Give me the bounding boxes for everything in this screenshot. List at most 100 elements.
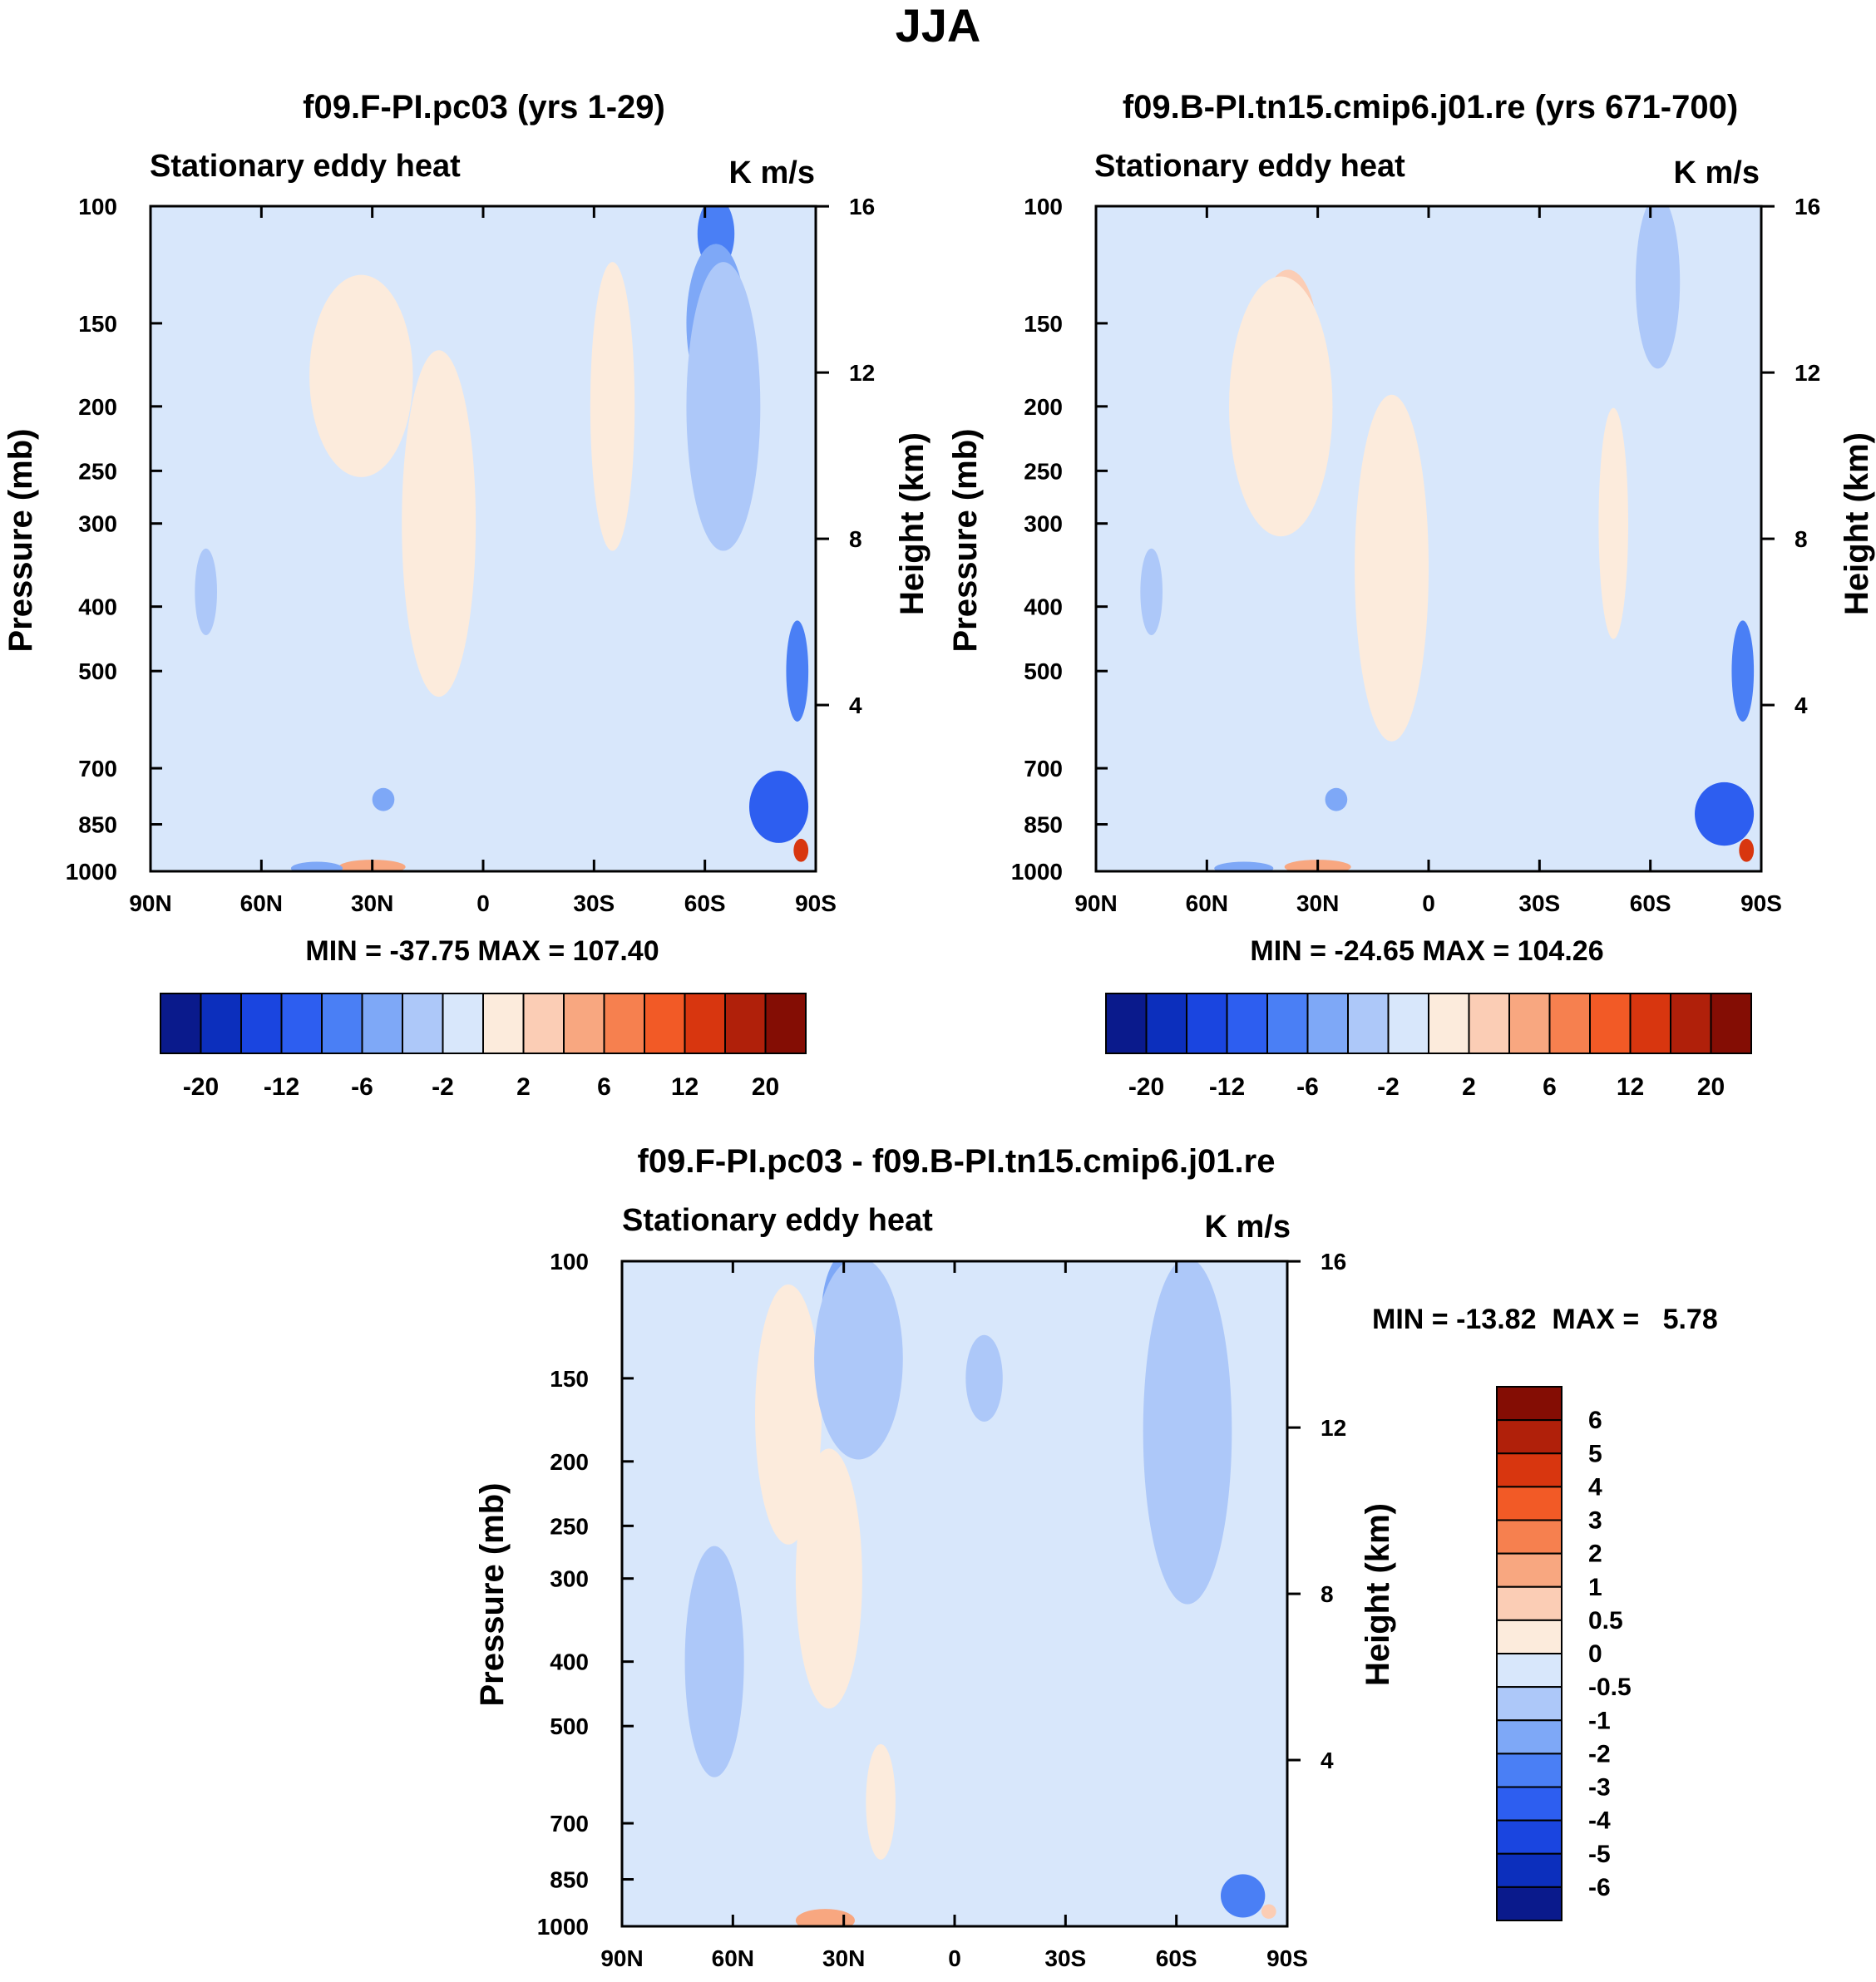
colorbar-swatch xyxy=(1548,993,1591,1054)
colorbar-label: 12 xyxy=(1617,1073,1644,1101)
colorbar-swatch xyxy=(1428,993,1470,1054)
colorbar-swatch xyxy=(1226,993,1268,1054)
contour-region xyxy=(1695,781,1755,846)
y-tick-label: 200 xyxy=(78,394,117,420)
contour-region xyxy=(965,1334,1003,1422)
y-tick-label: 700 xyxy=(550,1811,589,1837)
colorbar-swatch xyxy=(1496,1452,1563,1488)
contour-region xyxy=(590,262,635,551)
colorbar-swatch xyxy=(1508,993,1551,1054)
y-tick-label: 500 xyxy=(78,658,117,684)
contour-region xyxy=(1140,548,1163,635)
colorbar-swatch xyxy=(280,993,323,1054)
x-tick-label: 30S xyxy=(573,890,615,916)
y2-tick-label: 16 xyxy=(1321,1249,1346,1274)
colorbar-swatch xyxy=(1496,1852,1563,1888)
colorbar-swatch xyxy=(1629,993,1671,1054)
colorbar-swatch xyxy=(200,993,242,1054)
x-tick-label: 0 xyxy=(476,890,490,916)
colorbar-label: -2 xyxy=(1377,1073,1400,1101)
colorbar-swatch xyxy=(1496,1786,1563,1822)
contour-region xyxy=(1635,206,1681,369)
contour-plot: 90N 60N 30N 0 30S 60S 90S 100 150 200 250 300 400 500… xyxy=(1011,194,1820,916)
y-tick-label: 850 xyxy=(1024,812,1063,838)
colorbar-label: 0.5 xyxy=(1588,1607,1623,1634)
contour-region xyxy=(1598,407,1628,639)
contour-region xyxy=(309,274,413,477)
y2-tick-label: 4 xyxy=(1321,1748,1334,1773)
contour-region xyxy=(1325,787,1348,811)
colorbar-label: 6 xyxy=(1588,1407,1602,1434)
colorbar-label: -6 xyxy=(1588,1874,1611,1901)
colorbar-swatch xyxy=(482,993,525,1054)
y-tick-label: 850 xyxy=(78,812,117,838)
colorbar-swatch xyxy=(1387,993,1429,1054)
colorbar-swatch xyxy=(1186,993,1228,1054)
y-tick-label: 850 xyxy=(550,1867,589,1893)
y2-axis-label: Height (km) xyxy=(1839,432,1875,615)
units-string: K m/s xyxy=(1205,1210,1291,1245)
colorbar-label: 3 xyxy=(1588,1507,1602,1535)
y-tick-label: 700 xyxy=(78,756,117,781)
y-tick-label: 1000 xyxy=(66,859,117,885)
left-string: Stationary eddy heat xyxy=(150,149,461,184)
y-tick-label: 1000 xyxy=(537,1914,589,1940)
x-tick-label: 90S xyxy=(1740,890,1782,916)
colorbar-swatch xyxy=(1496,1753,1563,1788)
x-tick-label: 60S xyxy=(684,890,726,916)
x-tick-label: 60N xyxy=(712,1945,754,1971)
colorbar-swatch xyxy=(1710,993,1752,1054)
colorbar-label: 20 xyxy=(752,1073,779,1101)
colorbar-swatch xyxy=(1145,993,1187,1054)
colorbar-swatch xyxy=(1496,1619,1563,1654)
x-tick-label: 30N xyxy=(822,1945,865,1971)
colorbar-label: -6 xyxy=(351,1073,373,1101)
y2-tick-label: 8 xyxy=(1321,1581,1334,1607)
x-tick-label: 60N xyxy=(240,890,283,916)
contour-region xyxy=(1214,861,1274,871)
y-tick-label: 200 xyxy=(550,1449,589,1475)
colorbar-label: 4 xyxy=(1588,1473,1602,1501)
y2-tick-label: 4 xyxy=(849,693,862,718)
x-tick-label: 90S xyxy=(1266,1945,1308,1971)
contour-region xyxy=(1143,1261,1232,1605)
y2-tick-label: 8 xyxy=(849,526,862,552)
contour-region xyxy=(372,787,395,811)
x-tick-label: 90S xyxy=(795,890,837,916)
x-tick-label: 90N xyxy=(1074,890,1117,916)
y-tick-label: 150 xyxy=(78,311,117,337)
x-tick-label: 30N xyxy=(1296,890,1339,916)
x-tick-label: 30S xyxy=(1044,1945,1086,1971)
y2-tick-label: 16 xyxy=(1795,194,1820,219)
colorbar-swatch xyxy=(1468,993,1510,1054)
x-tick-label: 0 xyxy=(948,1945,961,1971)
x-tick-label: 0 xyxy=(1422,890,1435,916)
colorbar-swatch xyxy=(1496,1386,1563,1422)
colorbar-label: 6 xyxy=(1543,1073,1557,1101)
colorbar-swatch xyxy=(1496,1686,1563,1722)
figure-title: JJA xyxy=(896,0,981,52)
y2-axis-label: Height (km) xyxy=(1360,1503,1396,1686)
colorbar-label: -12 xyxy=(264,1073,299,1101)
colorbar-swatch xyxy=(1496,1819,1563,1855)
colorbar-label: -6 xyxy=(1296,1073,1319,1101)
colorbar-label: 1 xyxy=(1588,1574,1602,1601)
y-axis-label: Pressure (mb) xyxy=(2,429,39,653)
colorbar-swatch xyxy=(1589,993,1632,1054)
colorbar-swatch xyxy=(684,993,726,1054)
y-tick-label: 700 xyxy=(1024,756,1063,781)
colorbar-label: 20 xyxy=(1697,1073,1725,1101)
colorbar: 6 5 4 3 2 1 0.5 0 -0.5 -1 -2 -3 -4 -5 -6 xyxy=(1496,1386,1632,1921)
contour-plot: 90N 60N 30N 0 30S 60S 90S 100 150 200 250 300 400 500… xyxy=(66,194,875,916)
colorbar-swatch xyxy=(1496,1719,1563,1755)
y-axis-label: Pressure (mb) xyxy=(947,429,984,653)
y-tick-label: 100 xyxy=(78,194,117,219)
contour-region xyxy=(290,861,343,871)
colorbar-label: -3 xyxy=(1588,1774,1611,1802)
colorbar-label: -20 xyxy=(1128,1073,1164,1101)
colorbar: -20 -12 -6 -2 2 6 12 20 xyxy=(1105,993,1752,1101)
y-tick-label: 300 xyxy=(78,511,117,537)
colorbar-label: 12 xyxy=(671,1073,699,1101)
x-tick-label: 60S xyxy=(1630,890,1671,916)
colorbar-swatch xyxy=(402,993,444,1054)
